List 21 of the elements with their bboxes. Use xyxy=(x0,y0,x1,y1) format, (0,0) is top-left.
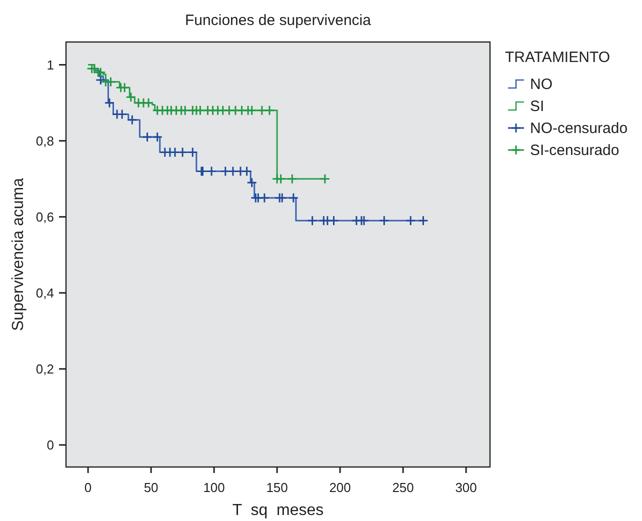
x-tick-label: 250 xyxy=(392,480,414,495)
legend-label: NO-censurado xyxy=(530,120,628,137)
y-tick-label: 0,2 xyxy=(36,361,54,376)
y-tick-label: 0,8 xyxy=(36,133,54,148)
legend-label: SI-censurado xyxy=(530,142,620,159)
x-tick-label: 300 xyxy=(455,480,477,495)
y-axis-title: Supervivencia acuma xyxy=(10,178,27,331)
y-tick-label: 0 xyxy=(46,437,54,452)
x-tick-label: 150 xyxy=(266,480,288,495)
legend-label: NO xyxy=(530,76,552,93)
legend-title: TRATAMIENTO xyxy=(505,49,610,66)
y-tick-label: 0,4 xyxy=(36,285,54,300)
chart-title: Funciones de supervivencia xyxy=(185,12,372,29)
x-axis-title: T sq meses xyxy=(232,502,324,519)
legend-label: SI xyxy=(530,98,544,115)
x-tick-label: 50 xyxy=(144,480,158,495)
x-tick-label: 100 xyxy=(203,480,225,495)
y-tick-label: 0,6 xyxy=(36,209,54,224)
y-tick-label: 1 xyxy=(46,57,54,72)
x-tick-label: 0 xyxy=(84,480,92,495)
x-tick-label: 200 xyxy=(329,480,351,495)
